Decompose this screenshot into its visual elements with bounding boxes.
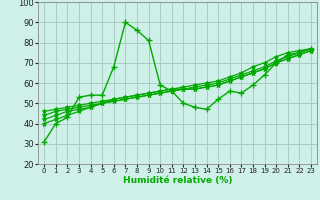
X-axis label: Humidité relative (%): Humidité relative (%) bbox=[123, 176, 232, 185]
